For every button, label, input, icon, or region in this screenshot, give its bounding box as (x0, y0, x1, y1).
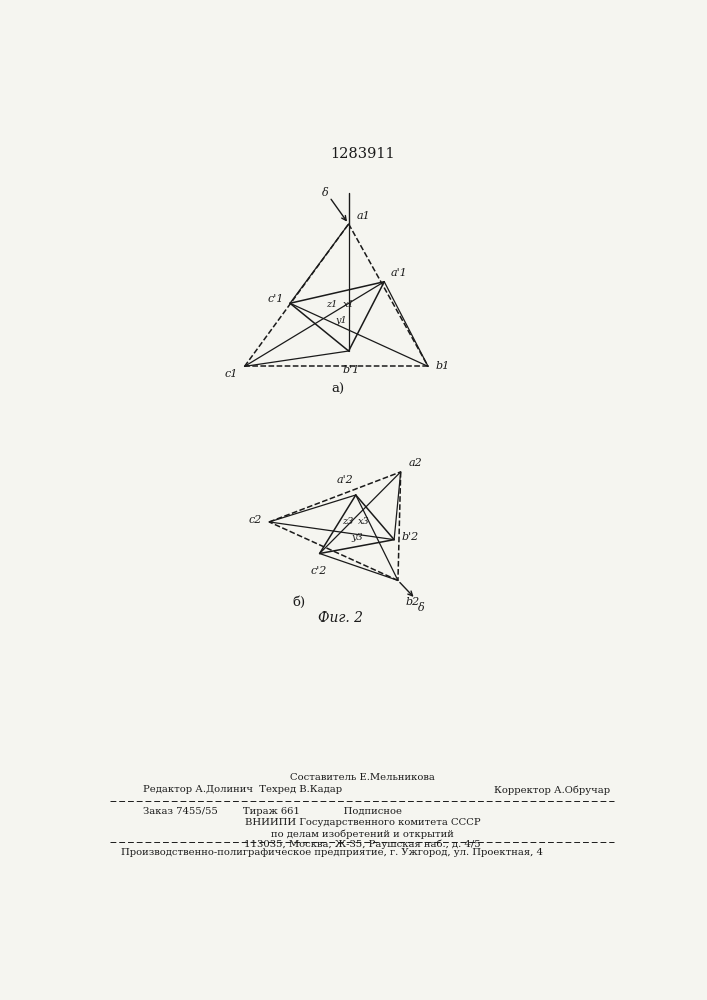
Text: а): а) (331, 383, 344, 396)
Text: a2: a2 (409, 458, 422, 468)
Text: Корректор А.Обручар: Корректор А.Обручар (494, 785, 610, 795)
Text: x3: x3 (358, 517, 370, 526)
Text: c2: c2 (248, 515, 262, 525)
Text: z1: z1 (327, 300, 338, 309)
Text: c'2: c'2 (310, 566, 327, 576)
Text: a'2: a'2 (337, 475, 353, 485)
Text: b1: b1 (436, 361, 450, 371)
Text: Производственно-полиграфическое предприятие, г. Ужгород, ул. Проектная, 4: Производственно-полиграфическое предприя… (122, 848, 543, 857)
Text: a1: a1 (356, 211, 370, 221)
Text: c1: c1 (225, 369, 238, 379)
Text: ВНИИПИ Государственного комитета СССР: ВНИИПИ Государственного комитета СССР (245, 818, 480, 827)
Text: y3: y3 (351, 533, 363, 542)
Text: b2: b2 (406, 597, 420, 607)
Text: Составитель Е.Мельникова: Составитель Е.Мельникова (290, 773, 435, 782)
Text: δ: δ (322, 188, 329, 198)
Text: Фиг. 2: Фиг. 2 (318, 611, 363, 625)
Text: б): б) (293, 596, 306, 609)
Text: Заказ 7455/55        Тираж 661              Подписное: Заказ 7455/55 Тираж 661 Подписное (144, 807, 402, 816)
Text: δ: δ (418, 603, 424, 613)
Text: 1283911: 1283911 (330, 147, 395, 161)
Text: Редактор А.Долинич  Техред В.Кадар: Редактор А.Долинич Техред В.Кадар (144, 785, 342, 794)
Text: c'1: c'1 (267, 294, 284, 304)
Text: x1: x1 (343, 300, 354, 309)
Text: 113035, Москва, Ж-35, Раушская наб., д. 4/5: 113035, Москва, Ж-35, Раушская наб., д. … (244, 840, 481, 849)
Text: z3: z3 (342, 517, 354, 526)
Text: по делам изобретений и открытий: по делам изобретений и открытий (271, 829, 454, 839)
Text: b'2: b'2 (402, 532, 419, 542)
Text: y1: y1 (336, 316, 347, 325)
Text: b'1: b'1 (343, 365, 360, 375)
Text: a'1: a'1 (391, 268, 407, 278)
